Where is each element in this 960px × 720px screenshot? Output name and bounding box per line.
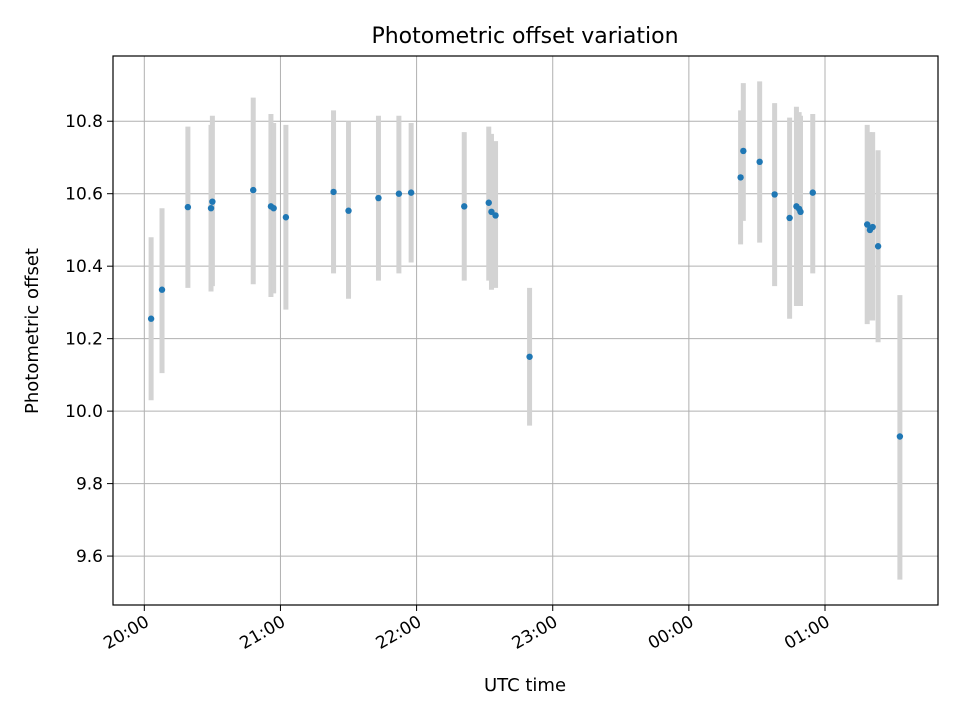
y-tick-label: 10.6 xyxy=(65,185,103,205)
data-point xyxy=(158,286,166,293)
data-point xyxy=(740,147,747,155)
data-point xyxy=(864,221,871,228)
x-tick-label: 01:00 xyxy=(781,612,833,654)
data-point xyxy=(488,208,495,216)
data-point xyxy=(874,243,882,250)
plot-frame xyxy=(112,55,939,606)
data-point xyxy=(184,203,192,211)
data-point xyxy=(797,208,804,216)
data-points xyxy=(147,147,904,440)
data-point xyxy=(809,189,816,196)
chart-title: Photometric offset variation xyxy=(371,24,678,49)
data-point xyxy=(492,212,499,219)
x-axis-label: UTC time xyxy=(484,675,566,696)
data-point xyxy=(282,214,290,221)
data-point xyxy=(461,203,468,210)
data-point xyxy=(526,353,533,360)
y-axis-label: Photometric offset xyxy=(22,248,43,414)
x-tick-label: 23:00 xyxy=(509,612,561,654)
data-point xyxy=(756,158,763,166)
data-point xyxy=(270,204,277,212)
data-point xyxy=(345,207,352,214)
x-tick-label: 20:00 xyxy=(100,612,152,654)
y-tick-label: 10.8 xyxy=(65,112,103,132)
data-point xyxy=(147,315,155,322)
data-point xyxy=(485,199,492,206)
data-point xyxy=(209,198,216,205)
y-tick-label: 10.0 xyxy=(65,402,103,422)
data-point xyxy=(737,174,744,181)
data-point xyxy=(250,186,257,194)
error-bars xyxy=(148,81,903,580)
data-point xyxy=(771,191,778,198)
data-point xyxy=(786,214,793,222)
y-tick-label: 10.4 xyxy=(65,257,103,277)
x-axis-ticks: 20:00 21:00 22:00 23:00 00:00 01:00 xyxy=(100,605,834,654)
data-point xyxy=(869,223,876,231)
y-axis-ticks: 9.6 9.8 10.0 10.2 10.4 10.6 10.8 xyxy=(65,112,113,567)
x-tick-label: 00:00 xyxy=(645,612,697,654)
x-tick-label: 21:00 xyxy=(237,612,289,654)
x-tick-label: 22:00 xyxy=(373,612,425,654)
data-point xyxy=(395,190,403,197)
y-tick-label: 9.8 xyxy=(76,475,103,495)
data-point xyxy=(375,194,382,202)
data-point xyxy=(407,189,415,196)
data-point xyxy=(330,188,337,196)
data-point xyxy=(896,433,904,440)
data-point xyxy=(207,204,215,212)
y-tick-label: 10.2 xyxy=(65,330,103,350)
y-tick-label: 9.6 xyxy=(76,547,103,567)
